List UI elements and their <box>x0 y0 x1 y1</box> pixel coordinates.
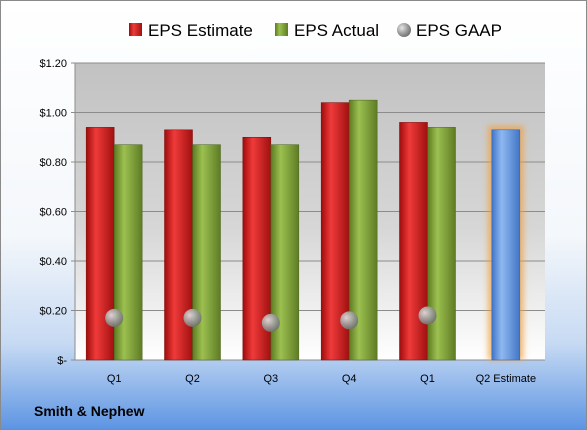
y-tick-label: $0.60 <box>39 207 67 219</box>
y-tick-label: $0.80 <box>39 157 67 169</box>
y-tick-label: $1.00 <box>39 108 67 120</box>
legend: EPS Estimate EPS Actual EPS GAAP <box>129 21 502 40</box>
legend-swatch-eps-gaap <box>397 23 411 37</box>
bar-eps-actual <box>113 144 143 361</box>
bar-eps-actual <box>427 127 456 361</box>
point-eps-gaap <box>418 306 437 325</box>
legend-label: EPS Estimate <box>148 21 253 40</box>
bar-eps-actual <box>192 144 221 361</box>
point-eps-gaap <box>261 313 280 332</box>
y-tick-label: $0.20 <box>39 306 67 318</box>
x-tick-label: Q1 <box>107 373 122 385</box>
y-tick-label: $1.20 <box>39 58 67 70</box>
point-eps-gaap <box>105 308 124 327</box>
point-eps-gaap <box>183 308 202 327</box>
company-name: Smith & Nephew <box>34 403 145 419</box>
point-eps-gaap <box>340 311 359 330</box>
x-tick-label: Q2 Estimate <box>476 373 537 385</box>
axes: $- $0.20 $0.40 $0.60 $0.80 $1.00 $1.20 Q1 Q2 Q3 Q4… <box>39 58 545 385</box>
data-marks <box>85 99 524 361</box>
x-tick-label: Q4 <box>342 373 357 385</box>
x-tick-label: Q1 <box>420 373 435 385</box>
legend-swatch-eps-estimate <box>129 23 142 36</box>
x-tick-label: Q2 <box>185 373 200 385</box>
x-tick-label: Q3 <box>263 373 278 385</box>
y-tick-label: $0.40 <box>39 256 67 268</box>
legend-label: EPS Actual <box>294 21 379 40</box>
legend-swatch-eps-actual <box>275 23 288 36</box>
bar-q2-estimate <box>491 129 521 361</box>
y-tick-label: $- <box>57 355 67 367</box>
bar-eps-estimate <box>399 122 428 361</box>
legend-label: EPS GAAP <box>416 21 502 40</box>
